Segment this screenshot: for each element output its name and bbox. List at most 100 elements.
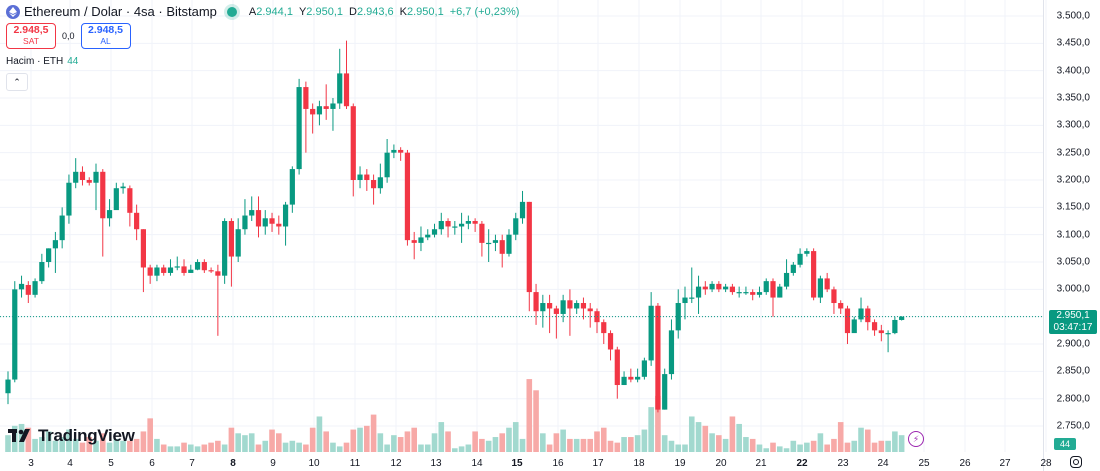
candle-body xyxy=(668,330,675,375)
time-axis-label: 8 xyxy=(230,458,236,469)
candle-body xyxy=(262,218,268,227)
candle-body xyxy=(607,333,614,350)
volume-bar xyxy=(5,435,11,452)
volume-bar xyxy=(323,431,329,452)
volume-bar xyxy=(404,431,411,452)
time-axis-label: 3 xyxy=(28,458,34,469)
volume-bar xyxy=(364,425,370,452)
candle-body xyxy=(756,292,763,295)
candle-body xyxy=(648,305,654,361)
candle-body xyxy=(811,251,817,298)
candle-body xyxy=(330,103,336,109)
volume-bar xyxy=(350,429,357,452)
volume-bar xyxy=(465,444,472,452)
volume-bar xyxy=(499,433,506,452)
candle-body xyxy=(86,180,92,183)
volume-bar xyxy=(641,429,648,452)
candle-body xyxy=(465,221,471,224)
price-axis-label: 2.750,0 xyxy=(1056,420,1090,432)
candle-body xyxy=(777,286,783,298)
volume-bar xyxy=(628,437,634,452)
volume-bar xyxy=(39,437,45,452)
candle-body xyxy=(553,308,559,314)
volume-bar xyxy=(262,440,269,452)
candle-body xyxy=(587,308,593,312)
price-axis-label: 3.050,0 xyxy=(1056,256,1090,268)
candle-body xyxy=(364,174,370,181)
volume-bar xyxy=(688,416,695,452)
volume-bar xyxy=(817,433,824,452)
candle-body xyxy=(750,292,756,295)
volume-bar xyxy=(743,437,749,452)
volume-bar xyxy=(431,433,438,452)
symbol-title[interactable]: Ethereum / Dolar · 4sa · Bitstamp xyxy=(24,4,217,19)
candle-body xyxy=(628,376,634,380)
candle-body xyxy=(391,149,397,153)
candle-body xyxy=(418,237,424,243)
time-axis-label: 25 xyxy=(918,458,930,469)
candle-body xyxy=(249,210,255,216)
tradingview-logo[interactable]: TradingView xyxy=(8,426,135,446)
candle-body xyxy=(526,201,532,293)
price-axis-label: 3.250,0 xyxy=(1056,147,1090,159)
candle-body xyxy=(770,281,776,298)
volume-bar xyxy=(106,442,113,452)
collapse-legend-button[interactable]: ⌃ xyxy=(6,73,28,91)
candle-body xyxy=(39,262,45,282)
candle-body xyxy=(242,215,248,230)
candle-body xyxy=(567,300,573,309)
buy-button[interactable]: 2.948,5 AL xyxy=(80,23,131,49)
candle-body xyxy=(580,303,587,309)
candle-body xyxy=(222,221,228,276)
candle-body xyxy=(93,171,99,183)
volume-bar xyxy=(783,448,790,452)
candle-body xyxy=(59,215,65,241)
candle-body xyxy=(73,171,79,183)
change-value: +6,7 (+0,23%) xyxy=(449,5,520,18)
price-axis-label: 3.500,0 xyxy=(1056,10,1090,22)
sell-button[interactable]: 2.948,5 SAT xyxy=(6,23,56,49)
bar-countdown: 03:47:17 xyxy=(1053,322,1093,333)
volume-bar xyxy=(377,433,384,452)
volume-bar xyxy=(892,431,898,452)
volume-bar xyxy=(438,422,445,452)
lightning-icon[interactable]: ⚡︎ xyxy=(908,431,924,447)
candle-body xyxy=(797,253,803,265)
volume-bar xyxy=(824,444,830,452)
volume-bar xyxy=(756,444,763,452)
candle-body xyxy=(858,308,864,320)
candle-body xyxy=(316,106,323,115)
volume-bar xyxy=(885,440,891,452)
volume-bar xyxy=(519,438,526,452)
price-axis-label: 2.800,0 xyxy=(1056,393,1090,405)
candle-body xyxy=(431,229,438,235)
volume-bar xyxy=(357,427,363,452)
candle-body xyxy=(729,286,735,293)
volume-bar xyxy=(587,438,594,452)
volume-bar xyxy=(242,435,248,452)
volume-bar xyxy=(831,438,837,452)
candle-body xyxy=(404,152,411,241)
volume-legend[interactable]: Hacim · ETH 44 xyxy=(6,56,79,67)
settings-gear-icon[interactable] xyxy=(1070,456,1082,468)
candle-body xyxy=(337,73,343,104)
volume-bar xyxy=(722,438,729,452)
time-axis-label: 9 xyxy=(270,458,276,469)
volume-bar xyxy=(316,416,323,452)
candle-body xyxy=(445,221,451,227)
candle-body xyxy=(641,360,647,377)
volume-bar xyxy=(492,437,499,452)
volume-bar xyxy=(729,416,736,452)
time-axis-label: 23 xyxy=(837,458,849,469)
candle-body xyxy=(323,106,329,109)
chevron-up-icon: ⌃ xyxy=(13,76,21,87)
candle-body xyxy=(519,201,526,219)
volume-bar xyxy=(52,440,59,452)
volume-bar xyxy=(600,427,607,452)
volume-bar xyxy=(458,446,465,452)
symbol-legend: Ethereum / Dolar · 4sa · Bitstamp A2.944… xyxy=(6,4,519,19)
candle-body xyxy=(655,305,661,410)
candle-body xyxy=(12,289,18,380)
time-axis-label: 24 xyxy=(877,458,889,469)
